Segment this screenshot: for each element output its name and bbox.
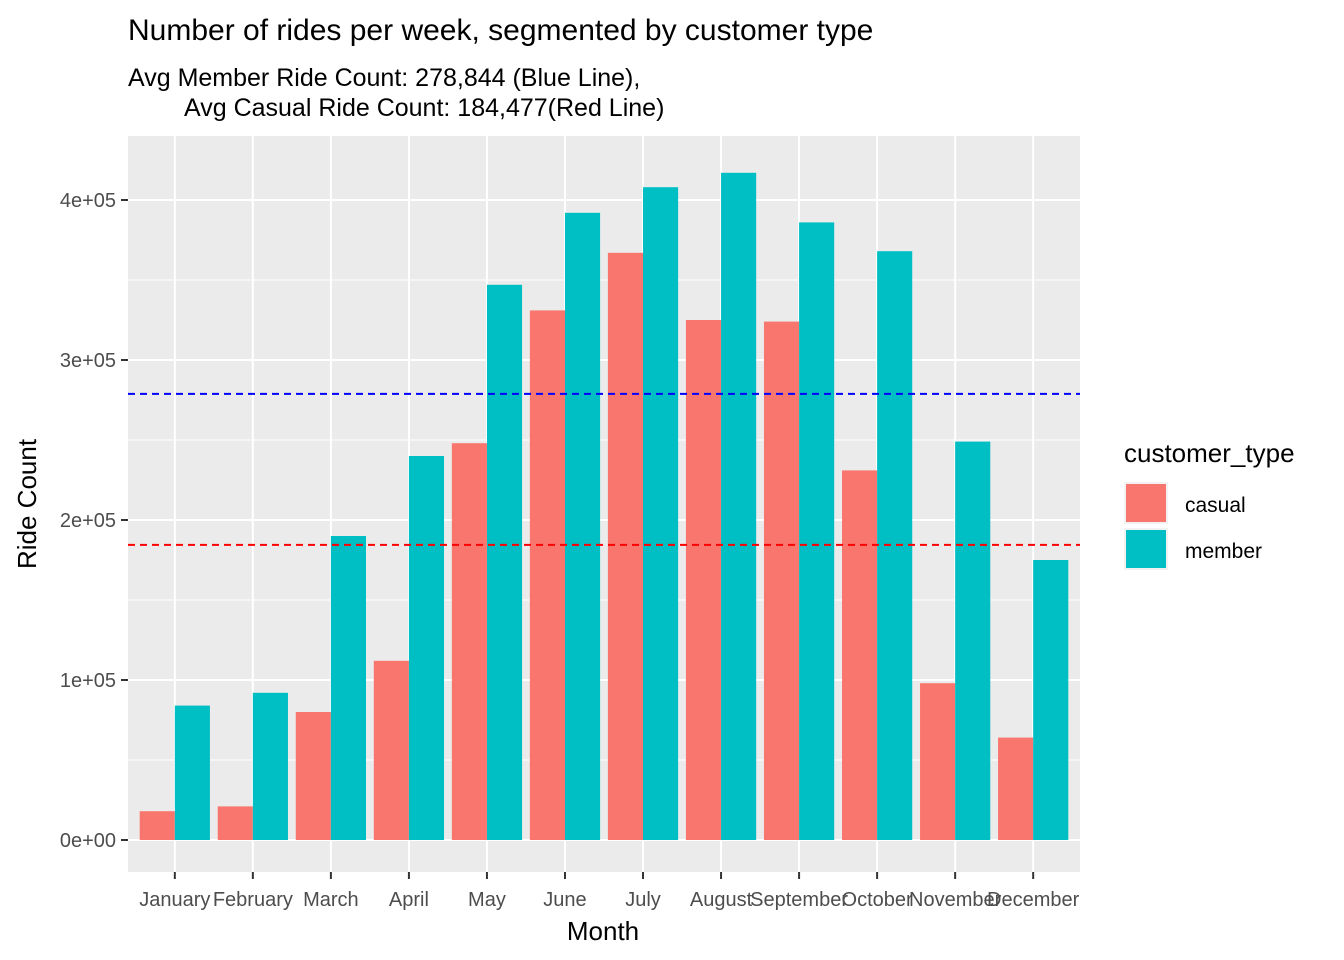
y-tick-label: 2e+05 [60,510,116,532]
chart-title: Number of rides per week, segmented by c… [128,14,873,47]
x-tick-label: March [303,889,359,911]
bar-member-may [486,284,523,840]
legend-label-casual: casual [1185,494,1246,517]
bar-member-july [643,187,679,840]
bar-casual-october [842,470,878,840]
bar-casual-february [217,806,253,840]
x-tick-label: April [389,889,429,911]
x-tick-label: February [213,889,293,911]
bar-member-february [252,692,288,840]
bar-member-january [174,705,210,840]
bar-member-september [799,222,835,840]
bar-member-march [330,536,366,840]
x-tick-label: June [543,889,586,911]
x-axis-title: Month [567,916,639,946]
bar-casual-july [607,252,644,841]
legend-label-member: member [1185,540,1262,563]
legend: customer_type casual member [1124,438,1295,570]
bar-casual-january [139,811,175,840]
bar-casual-may [451,443,487,840]
y-tick-label: 3e+05 [60,350,116,372]
legend-key-casual [1126,484,1166,522]
y-tick-label: 4e+05 [60,190,116,212]
bar-casual-march [295,712,331,840]
bar-casual-november [920,683,956,840]
x-tick-label: May [468,889,506,911]
x-tick-label: October [842,889,913,911]
x-tick-label: December [987,889,1080,911]
x-tick-label: September [750,889,848,911]
bar-member-august [721,172,757,841]
bar-member-april [408,456,445,840]
bar-member-december [1033,560,1069,840]
y-axis: 0e+00 1e+05 2e+05 3e+05 4e+05 [60,190,128,852]
bar-casual-december [998,737,1034,840]
bar-casual-august [685,320,722,840]
y-tick-label: 0e+00 [60,830,116,852]
chart-subtitle-line-2: Avg Casual Ride Count: 184,477(Red Line) [184,94,664,122]
bars-layer [139,172,1069,841]
legend-title: customer_type [1124,438,1295,468]
chart-subtitle-line-1: Avg Member Ride Count: 278,844 (Blue Lin… [128,64,640,92]
bar-casual-april [373,660,409,840]
reference-lines [128,392,1080,546]
bar-casual-june [529,310,565,840]
bar-member-june [564,212,601,841]
bar-member-october [877,251,913,840]
legend-key-member [1126,530,1166,568]
y-tick-label: 1e+05 [60,670,116,692]
bar-casual-september [763,321,800,841]
x-tick-label: January [139,889,210,911]
x-tick-label: August [690,889,753,911]
x-tick-label: November [909,889,1002,911]
x-axis: January February March April May June July Augu… [139,872,1080,911]
x-tick-label: July [625,889,661,911]
y-axis-title: Ride Count [12,438,42,569]
bar-member-november [955,441,991,840]
